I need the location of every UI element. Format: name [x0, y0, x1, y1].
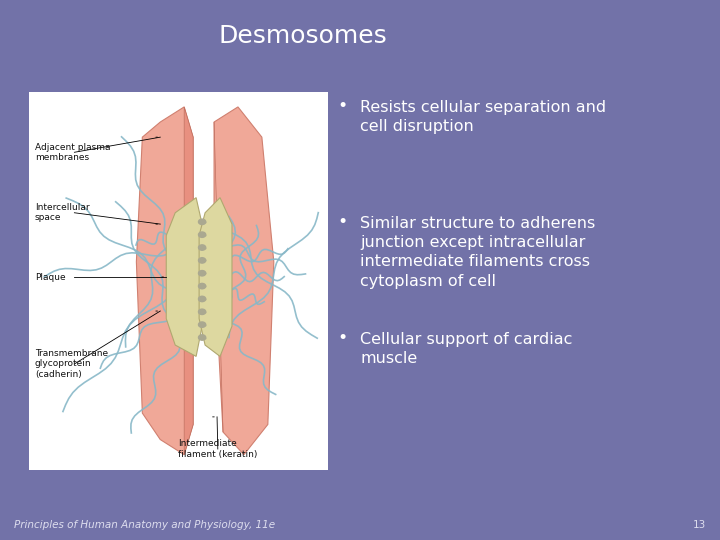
Circle shape — [199, 232, 206, 238]
Circle shape — [199, 296, 206, 302]
Circle shape — [199, 322, 206, 327]
FancyBboxPatch shape — [29, 92, 328, 470]
Polygon shape — [166, 198, 202, 356]
Circle shape — [199, 284, 206, 289]
Circle shape — [199, 258, 206, 263]
Text: Desmosomes: Desmosomes — [218, 24, 387, 48]
Polygon shape — [184, 107, 193, 455]
Text: •: • — [337, 213, 347, 231]
Circle shape — [199, 219, 206, 225]
Circle shape — [199, 335, 206, 340]
Text: Intermediate
filament (keratin): Intermediate filament (keratin) — [179, 440, 258, 458]
Polygon shape — [214, 122, 223, 432]
Circle shape — [199, 309, 206, 314]
Text: Transmembrane
glycoprotein
(cadherin): Transmembrane glycoprotein (cadherin) — [35, 349, 108, 379]
Text: Plaque: Plaque — [35, 273, 66, 281]
Text: Intercellular
space: Intercellular space — [35, 203, 89, 222]
Text: •: • — [337, 329, 347, 347]
Text: Principles of Human Anatomy and Physiology, 11e: Principles of Human Anatomy and Physiolo… — [14, 520, 276, 530]
Circle shape — [199, 271, 206, 276]
Text: •: • — [337, 97, 347, 115]
Polygon shape — [199, 198, 232, 356]
Text: Adjacent plasma
membranes: Adjacent plasma membranes — [35, 143, 110, 162]
Circle shape — [199, 245, 206, 250]
Text: Resists cellular separation and
cell disruption: Resists cellular separation and cell dis… — [360, 100, 606, 134]
Text: Cellular support of cardiac
muscle: Cellular support of cardiac muscle — [360, 332, 572, 366]
Polygon shape — [214, 107, 274, 455]
Polygon shape — [136, 107, 193, 455]
Text: 13: 13 — [693, 520, 706, 530]
Text: Similar structure to adherens
junction except intracellular
intermediate filamen: Similar structure to adherens junction e… — [360, 216, 595, 288]
